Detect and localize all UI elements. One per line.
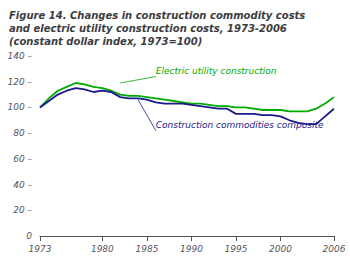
svg-text:Construction commodities compo: Construction commodities composite [156, 120, 324, 130]
svg-text:2000: 2000 [269, 244, 292, 254]
svg-text:20 –: 20 – [13, 205, 32, 215]
svg-text:140 –: 140 – [7, 51, 32, 61]
svg-text:(constant dollar index, 1973=1: (constant dollar index, 1973=100) [9, 36, 202, 47]
svg-text:Electric utility construction: Electric utility construction [156, 66, 277, 76]
svg-text:0: 0 [26, 231, 32, 241]
svg-text:1973: 1973 [29, 244, 52, 254]
svg-text:2006: 2006 [323, 244, 346, 254]
svg-text:80 –: 80 – [13, 128, 32, 138]
svg-text:120 –: 120 – [7, 77, 32, 87]
svg-text:60 –: 60 – [13, 154, 32, 164]
svg-text:40 –: 40 – [13, 180, 32, 190]
svg-text:Figure 14. Changes in construc: Figure 14. Changes in construction commo… [9, 10, 305, 21]
svg-text:1990: 1990 [180, 244, 203, 254]
svg-text:1985: 1985 [135, 244, 158, 254]
svg-text:1995: 1995 [225, 244, 248, 254]
svg-text:1980: 1980 [91, 244, 114, 254]
svg-text:100 –: 100 – [7, 102, 32, 112]
svg-text:and electric utility construct: and electric utility construction costs,… [9, 23, 287, 34]
